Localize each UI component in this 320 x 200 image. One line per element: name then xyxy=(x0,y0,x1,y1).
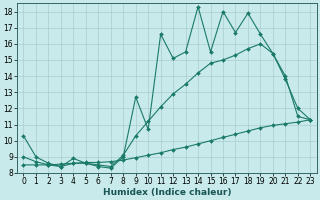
X-axis label: Humidex (Indice chaleur): Humidex (Indice chaleur) xyxy=(103,188,231,197)
